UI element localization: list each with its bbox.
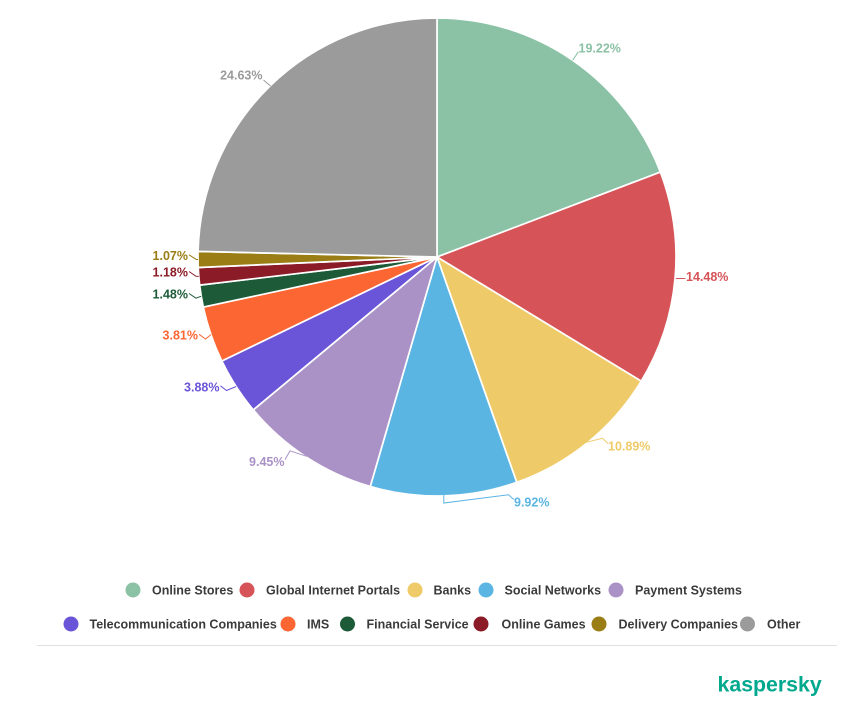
svg-text:Banks: Banks (434, 584, 472, 598)
svg-text:9.92%: 9.92% (514, 496, 549, 510)
svg-text:Online Stores: Online Stores (152, 584, 233, 598)
svg-text:Online Games: Online Games (502, 618, 586, 632)
svg-text:Social Networks: Social Networks (505, 584, 602, 598)
svg-text:Financial Service: Financial Service (367, 618, 469, 632)
svg-text:Payment Systems: Payment Systems (635, 584, 742, 598)
svg-text:3.88%: 3.88% (184, 381, 219, 395)
svg-text:Delivery Companies: Delivery Companies (619, 618, 739, 632)
svg-text:Other: Other (767, 618, 800, 632)
svg-text:24.63%: 24.63% (220, 69, 262, 83)
svg-text:3.81%: 3.81% (163, 329, 198, 343)
svg-text:IMS: IMS (307, 618, 329, 632)
svg-text:kaspersky: kaspersky (718, 672, 822, 696)
svg-text:1.48%: 1.48% (153, 288, 188, 302)
svg-text:Global Internet Portals: Global Internet Portals (266, 584, 400, 598)
svg-text:1.18%: 1.18% (153, 266, 188, 280)
svg-text:14.48%: 14.48% (686, 270, 728, 284)
svg-text:19.22%: 19.22% (579, 41, 621, 55)
svg-text:1.07%: 1.07% (153, 249, 188, 263)
svg-text:Telecommunication Companies: Telecommunication Companies (90, 618, 277, 632)
svg-text:10.89%: 10.89% (608, 440, 650, 454)
svg-text:9.45%: 9.45% (249, 455, 284, 469)
